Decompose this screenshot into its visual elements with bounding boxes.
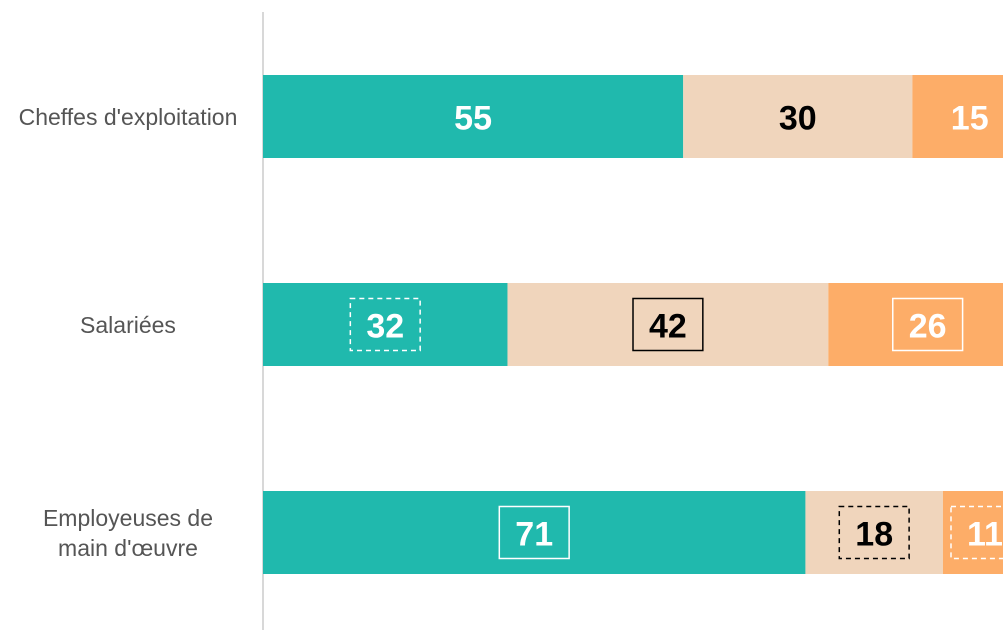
value-label: 18 xyxy=(855,516,893,554)
bar-segment xyxy=(912,75,1003,158)
bar-segment xyxy=(507,283,829,366)
value-label: 32 xyxy=(366,308,404,346)
bar-segment xyxy=(263,491,806,574)
value-label: 55 xyxy=(454,100,492,138)
label-box xyxy=(632,297,704,352)
bar-segment xyxy=(263,75,684,158)
label-box xyxy=(349,297,421,352)
value-label: 71 xyxy=(515,516,553,554)
category-label: Salariées xyxy=(80,311,176,338)
bar-segment xyxy=(828,283,1003,366)
value-label: 30 xyxy=(779,100,817,138)
bar-segment xyxy=(263,283,508,366)
value-label: 42 xyxy=(649,308,687,346)
category-label: Employeuses de main d'œuvre xyxy=(42,504,214,561)
category-label: Cheffes d'exploitation xyxy=(18,103,238,130)
label-box xyxy=(498,505,570,560)
label-box xyxy=(892,297,964,352)
label-box xyxy=(950,505,1003,560)
bar-segment xyxy=(683,75,913,158)
value-label: 15 xyxy=(951,100,989,138)
bar-segment xyxy=(805,491,943,574)
label-box xyxy=(838,505,910,560)
value-label: 11 xyxy=(967,516,1003,554)
value-label: 26 xyxy=(909,308,947,346)
bar-segment xyxy=(942,491,1003,574)
